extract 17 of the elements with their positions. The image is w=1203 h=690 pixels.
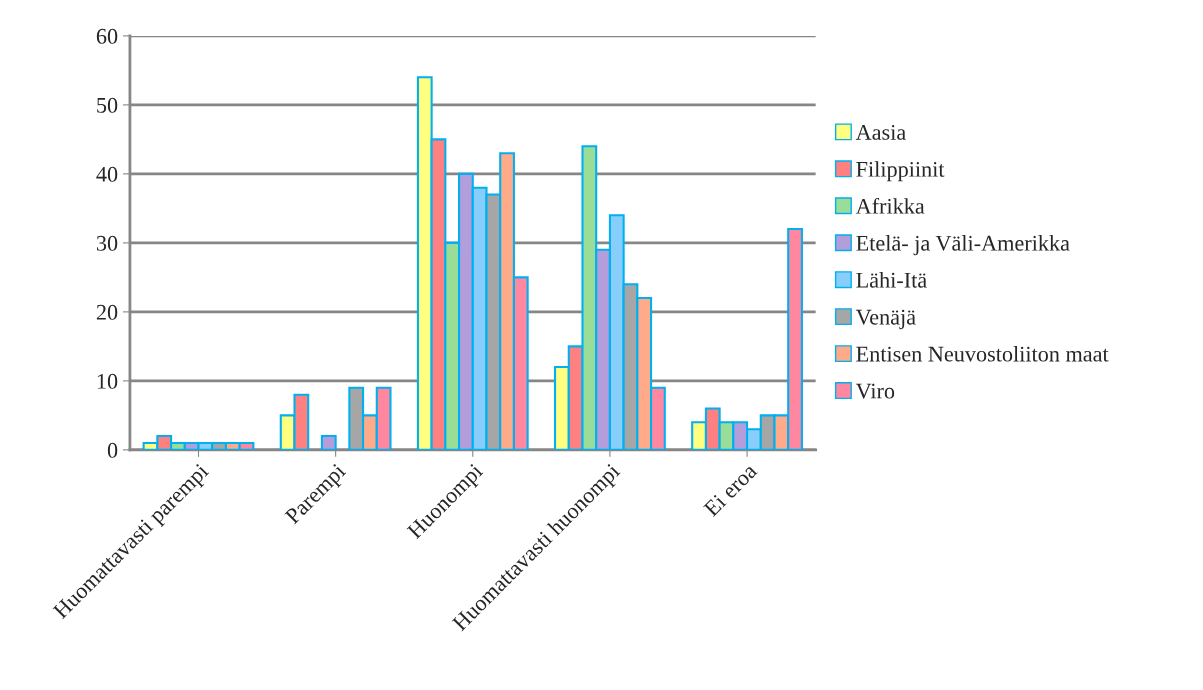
legend-label: Venäjä xyxy=(855,309,916,330)
legend-label: Aasia xyxy=(855,124,906,140)
legend-label: Filippiinit xyxy=(856,161,945,182)
y-tick-label: 30 xyxy=(96,235,118,251)
legend-label: Etelä- ja Väli-Amerikka xyxy=(856,235,1070,256)
legend-label: Viro xyxy=(855,383,895,399)
y-tick-label: 0 xyxy=(107,442,118,458)
y-tick-label: 40 xyxy=(96,166,118,182)
y-tick-label: 10 xyxy=(97,373,118,389)
legend-label: Entisen Neuvostoliiton maat xyxy=(856,345,1109,362)
x-tick-label: Ei eroa xyxy=(703,462,758,518)
bar xyxy=(320,435,337,450)
legend-label: Afrikka xyxy=(855,197,925,214)
y-tick-label: 50 xyxy=(97,97,118,113)
y-tick-label: 60 xyxy=(96,28,118,44)
y-tick-label: 20 xyxy=(96,304,118,320)
legend-label: Lähi-Itä xyxy=(856,272,927,288)
